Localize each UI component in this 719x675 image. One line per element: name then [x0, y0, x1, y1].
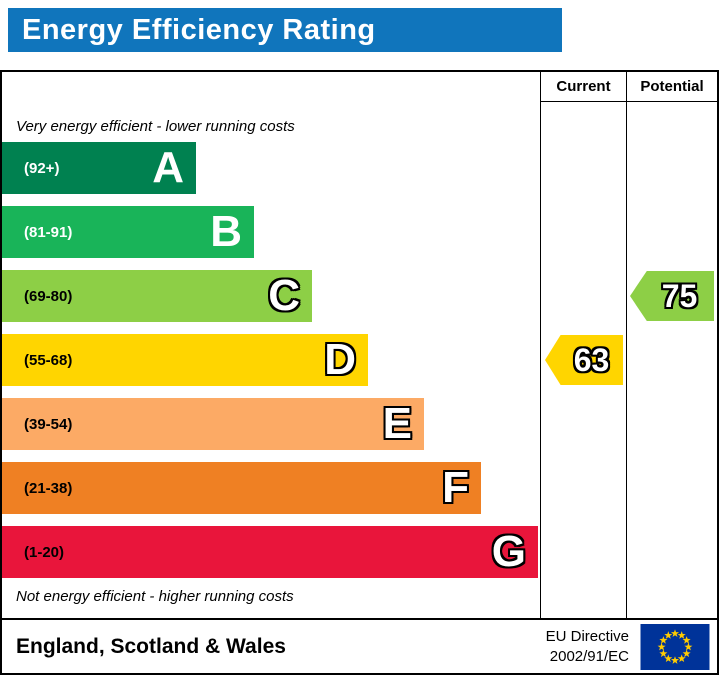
band-a-letter: A: [152, 143, 184, 192]
band-e-letter: E: [382, 399, 412, 448]
chart-header-spacer: [2, 72, 541, 102]
band-a-range: (92+): [24, 159, 60, 177]
potential-column-header: Potential: [627, 72, 717, 102]
band-e: (39-54) E: [2, 398, 424, 450]
chart-grid: Current Potential Very energy efficient …: [2, 72, 717, 618]
band-f-letter: F: [442, 463, 469, 512]
potential-value: 75: [661, 277, 698, 314]
rating-scale: Very energy efficient - lower running co…: [2, 102, 541, 618]
chart-frame: Current Potential Very energy efficient …: [0, 70, 719, 675]
current-pointer: 63: [545, 335, 623, 385]
region-label: England, Scotland & Wales: [16, 634, 286, 658]
band-b: (81-91) B: [2, 206, 254, 258]
band-g-range: (1-20): [24, 543, 65, 561]
eu-directive-label: EU Directive 2002/91/EC: [546, 627, 629, 666]
band-c: (69-80) C: [2, 270, 312, 322]
band-g-letter: G: [491, 527, 526, 576]
eu-flag-icon: [640, 623, 710, 670]
footer: England, Scotland & Wales EU Directive 2…: [2, 618, 717, 673]
band-g: (1-20) G: [2, 526, 538, 578]
band-f-range: (21-38): [24, 479, 73, 497]
current-column-header: Current: [541, 72, 627, 102]
band-b-range: (81-91): [24, 223, 73, 241]
title-bar: Energy Efficiency Rating: [8, 8, 562, 52]
bottom-note: Not energy efficient - higher running co…: [16, 588, 294, 605]
band-d-range: (55-68): [24, 351, 73, 369]
band-d: (55-68) D: [2, 334, 368, 386]
band-d-letter: D: [324, 335, 356, 384]
page-title: Energy Efficiency Rating: [22, 13, 376, 46]
band-c-range: (69-80): [24, 287, 73, 305]
potential-pointer: 75: [630, 271, 714, 321]
potential-cell: 75: [627, 102, 717, 618]
band-a: (92+) A: [2, 142, 196, 194]
top-note: Very energy efficient - lower running co…: [16, 118, 295, 135]
rating-bands: (92+) A (81-91) B (69-80) C (55-68) D: [2, 142, 540, 578]
band-f: (21-38) F: [2, 462, 481, 514]
eu-directive-line2: 2002/91/EC: [549, 647, 629, 665]
eu-directive-line1: EU Directive: [545, 628, 629, 645]
current-value: 63: [573, 341, 610, 378]
band-e-range: (39-54): [24, 415, 73, 433]
current-cell: 63: [541, 102, 627, 618]
band-c-letter: C: [268, 271, 300, 320]
band-b-letter: B: [210, 207, 242, 256]
